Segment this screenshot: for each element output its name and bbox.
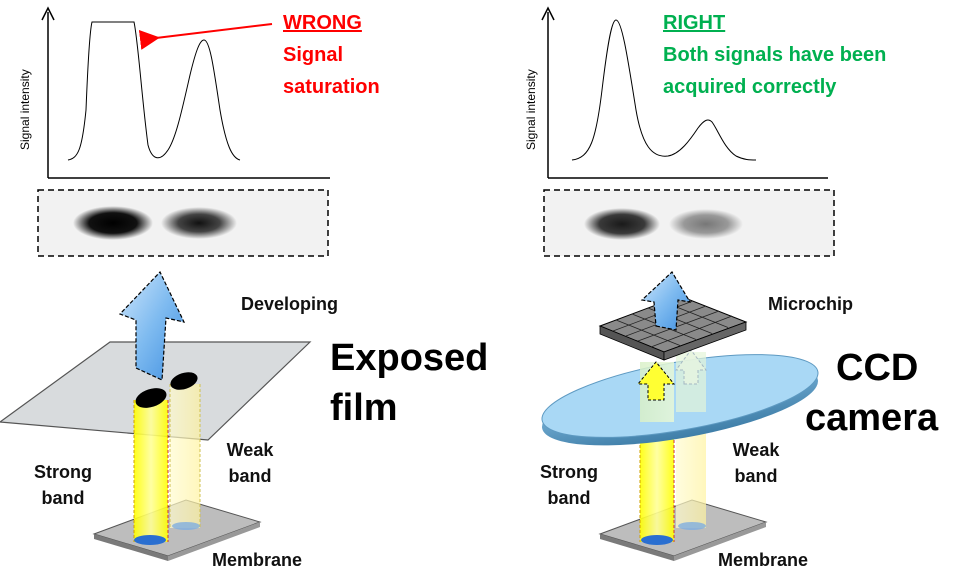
right-plot-axes [541,6,828,179]
right-membrane-strong-dot [641,535,673,545]
right-y-axis-label: Signal intensity [524,69,538,150]
left-signal-curve [67,21,241,161]
film-strong-spot [135,388,167,408]
left-strong-band-line-1: Strong [34,462,92,482]
wrong-title: WRONG [283,12,362,34]
left-y-axis-label: Signal intensity [18,69,32,150]
developing-label: Developing [241,294,339,314]
left-weak-spot [161,207,237,239]
left-strong-beam [133,400,169,542]
left-membrane-label: Membrane [212,550,303,570]
right-strong-band-line-1: Strong [540,462,598,482]
right-strong-beam [639,430,675,542]
left-weak-band-line-1: Weak [226,440,274,460]
film-weak-spot [170,372,198,390]
weak-signal-arrow [675,349,707,385]
left-strong-spot [73,206,153,240]
left-plot-axes [41,6,330,179]
right-line-1: Both signals have been [663,44,887,66]
yellow-signal-arrow [636,361,676,401]
microchip-arrow [640,271,692,331]
microchip-label: Microchip [768,294,854,314]
right-weak-band-line-2: band [734,466,778,486]
right-signal-curve [571,19,757,161]
ccd-camera-line-2: camera [805,397,939,439]
exposed-film-line-1: Exposed [330,337,489,379]
right-strong-spot [584,208,660,240]
right-title: RIGHT [663,12,726,34]
developing-arrow [118,270,186,381]
right-line-2: acquired correctly [663,76,837,98]
wrong-line-1: Signal [283,44,344,66]
left-weak-beam [169,384,201,528]
left-strong-band-line-2: band [41,488,85,508]
right-strong-band-line-2: band [547,488,591,508]
left-weak-band-line-2: band [228,466,272,486]
right-weak-spot [669,209,743,239]
right-weak-band-line-1: Weak [732,440,780,460]
right-membrane-weak-dot [678,522,706,530]
ccd-camera-line-1: CCD [836,347,919,389]
left-membrane-strong-dot [134,535,166,545]
exposed-film-line-2: film [330,387,398,429]
saturation-pointer-arrow [138,23,273,50]
right-membrane-label: Membrane [718,550,809,570]
wrong-line-2: saturation [283,76,380,98]
left-membrane-weak-dot [172,522,200,530]
